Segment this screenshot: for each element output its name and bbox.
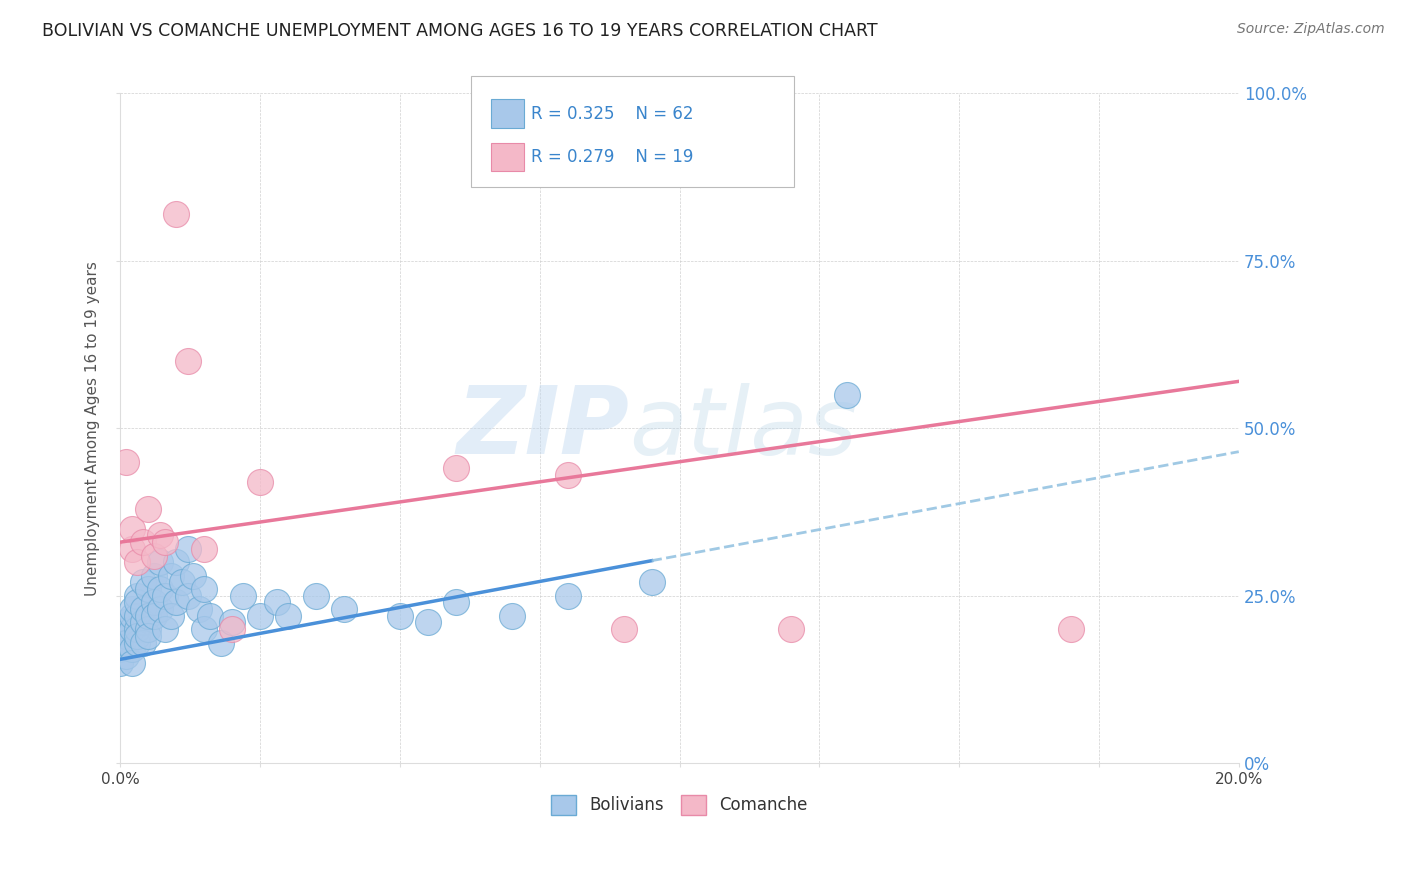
Point (121, 522, 143, 536)
Point (127, 629, 149, 643)
Point (416, 615, 439, 630)
Point (115, 635, 138, 649)
Point (110, 622, 132, 636)
Point (121, 622, 143, 636)
Point (148, 555, 170, 569)
Point (780, 622, 803, 636)
Point (165, 207, 187, 221)
Point (187, 602, 209, 616)
Point (444, 461, 467, 475)
Point (148, 582, 170, 596)
Point (127, 595, 149, 609)
Y-axis label: Unemployment Among Ages 16 to 19 years: Unemployment Among Ages 16 to 19 years (86, 260, 100, 596)
Point (221, 622, 243, 636)
Point (153, 622, 176, 636)
Point (232, 589, 254, 603)
Text: Source: ZipAtlas.com: Source: ZipAtlas.com (1237, 22, 1385, 37)
Point (148, 602, 170, 616)
Point (176, 541, 198, 556)
Point (132, 535, 155, 549)
Point (127, 589, 149, 603)
Point (115, 648, 138, 663)
Point (138, 501, 160, 516)
Point (127, 555, 149, 569)
Point (557, 468, 579, 483)
Point (153, 535, 176, 549)
Point (143, 595, 166, 609)
Point (640, 575, 662, 590)
Point (277, 608, 299, 623)
Point (557, 589, 579, 603)
Point (333, 602, 356, 616)
Point (221, 615, 243, 630)
Point (837, 388, 859, 402)
Point (153, 589, 176, 603)
Point (143, 549, 166, 563)
Point (193, 582, 215, 596)
Point (176, 354, 198, 368)
Point (138, 582, 160, 596)
Point (198, 608, 221, 623)
Point (159, 568, 181, 582)
Point (138, 629, 160, 643)
Point (193, 541, 215, 556)
Point (249, 608, 271, 623)
Point (613, 622, 636, 636)
Point (127, 635, 149, 649)
Text: R = 0.325    N = 62: R = 0.325 N = 62 (531, 104, 695, 123)
Text: ZIP: ZIP (457, 383, 630, 475)
Point (121, 642, 143, 657)
Point (193, 622, 215, 636)
Point (132, 635, 155, 649)
Point (143, 608, 166, 623)
Point (181, 568, 204, 582)
Point (444, 595, 467, 609)
Point (266, 595, 288, 609)
Point (305, 589, 328, 603)
Point (110, 642, 132, 657)
Point (159, 608, 181, 623)
Point (110, 656, 132, 670)
Point (127, 622, 149, 636)
Point (121, 602, 143, 616)
Point (501, 608, 523, 623)
Point (115, 629, 138, 643)
Point (389, 608, 412, 623)
Point (110, 635, 132, 649)
Point (115, 455, 138, 469)
Text: atlas: atlas (630, 383, 858, 474)
Point (148, 528, 170, 542)
Point (165, 555, 187, 569)
Point (121, 541, 143, 556)
Point (132, 602, 155, 616)
Point (165, 595, 187, 609)
Point (176, 589, 198, 603)
Point (121, 656, 143, 670)
Point (132, 615, 155, 630)
Point (1060, 622, 1083, 636)
Text: BOLIVIAN VS COMANCHE UNEMPLOYMENT AMONG AGES 16 TO 19 YEARS CORRELATION CHART: BOLIVIAN VS COMANCHE UNEMPLOYMENT AMONG … (42, 22, 877, 40)
Point (138, 608, 160, 623)
Point (121, 608, 143, 623)
Point (209, 635, 232, 649)
Point (115, 615, 138, 630)
Point (249, 475, 271, 489)
Point (170, 575, 193, 590)
Point (138, 622, 160, 636)
Legend: Bolivians, Comanche: Bolivians, Comanche (544, 789, 814, 822)
Point (127, 608, 149, 623)
Text: R = 0.279    N = 19: R = 0.279 N = 19 (531, 148, 693, 166)
Point (143, 568, 166, 582)
Point (132, 575, 155, 590)
